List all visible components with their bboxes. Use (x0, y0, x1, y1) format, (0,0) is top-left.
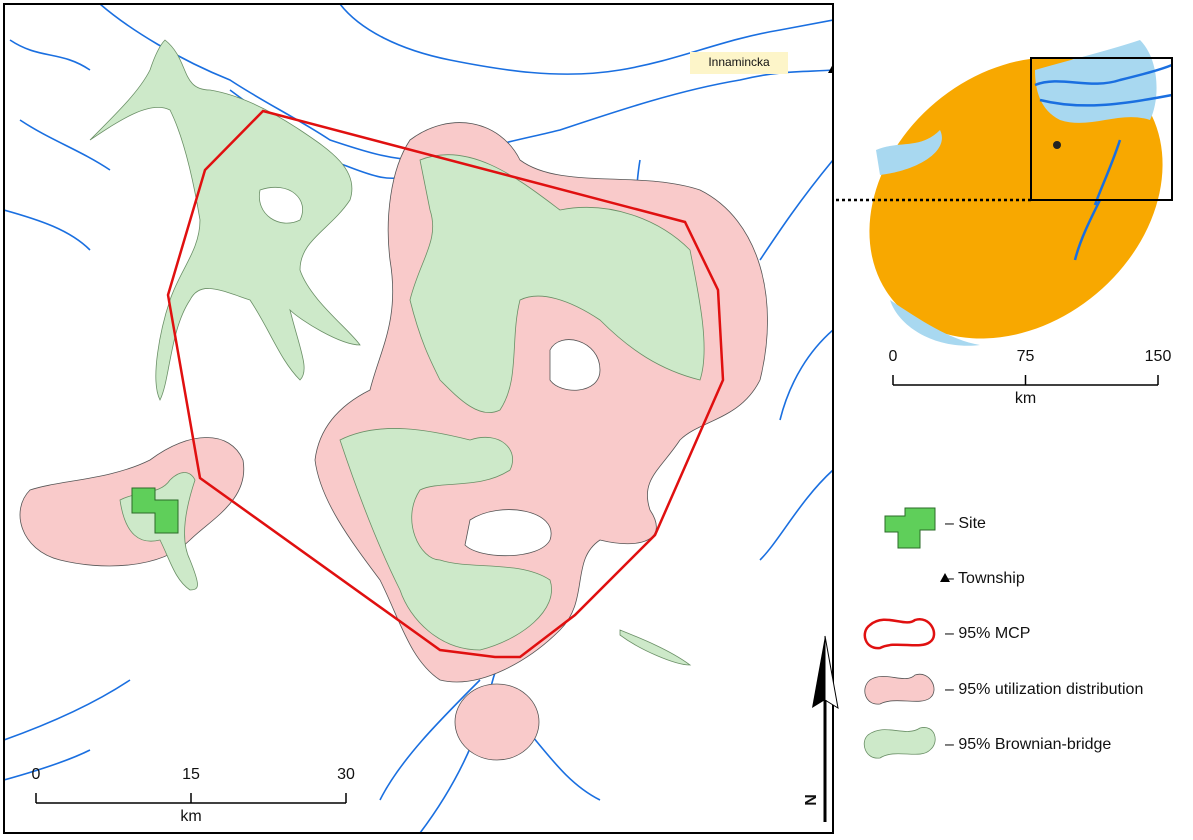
legend-label: – Township (945, 570, 1025, 587)
legend-label: – Site (945, 515, 986, 532)
inset-map (836, 40, 1173, 346)
inset-scale-bar: 0 75 150 km (889, 348, 1172, 407)
north-arrow-head (824, 635, 839, 710)
inset-extent-box (1030, 57, 1173, 201)
scale-label: 0 (889, 348, 898, 365)
bb-region (409, 154, 705, 413)
mcp-polygon (166, 109, 725, 659)
north-arrow: N (803, 635, 839, 822)
scale-label: 150 (1145, 348, 1172, 365)
legend-icon-mcp (863, 617, 936, 650)
scale-label: 75 (1017, 348, 1035, 365)
inset-site (1053, 141, 1061, 149)
bb-region (619, 629, 692, 666)
legend-icon-township (940, 573, 950, 582)
bb-region (89, 39, 361, 401)
legend-label: – 95% Brownian-bridge (945, 736, 1111, 753)
inset-region (869, 57, 1163, 339)
scale-label: 0 (32, 766, 41, 783)
scale-unit: km (1015, 390, 1036, 407)
river (4, 39, 111, 251)
scale-unit: km (180, 808, 201, 825)
scale-label: 30 (337, 766, 355, 783)
north-label: N (803, 794, 820, 806)
main-map: Innamincka (4, 4, 833, 833)
bb-region (339, 428, 552, 651)
river (339, 4, 833, 75)
legend-icon-ud (864, 673, 935, 705)
river (4, 679, 601, 801)
legend-icon-bb (863, 727, 936, 759)
main-scale-bar: 0 15 30 km (32, 766, 355, 825)
river (99, 4, 421, 161)
map-frame (3, 3, 834, 834)
inset-river (1034, 63, 1173, 261)
legend-label: – 95% MCP (945, 625, 1030, 642)
north-arrow-head (812, 636, 825, 708)
place-label: Innamincka (708, 55, 770, 69)
site (131, 487, 179, 534)
legend: – Site – Township – 95% MCP – 95% utiliz… (863, 507, 1143, 759)
legend-icon-site (884, 507, 936, 549)
township-marker (828, 64, 833, 73)
scale-label: 15 (182, 766, 200, 783)
inset-water (876, 130, 980, 346)
place-label-bg (690, 52, 788, 74)
legend-label: – 95% utilization distribution (945, 681, 1143, 698)
ud-region (454, 683, 540, 761)
brownian-bridge (89, 39, 705, 666)
river (759, 159, 833, 561)
